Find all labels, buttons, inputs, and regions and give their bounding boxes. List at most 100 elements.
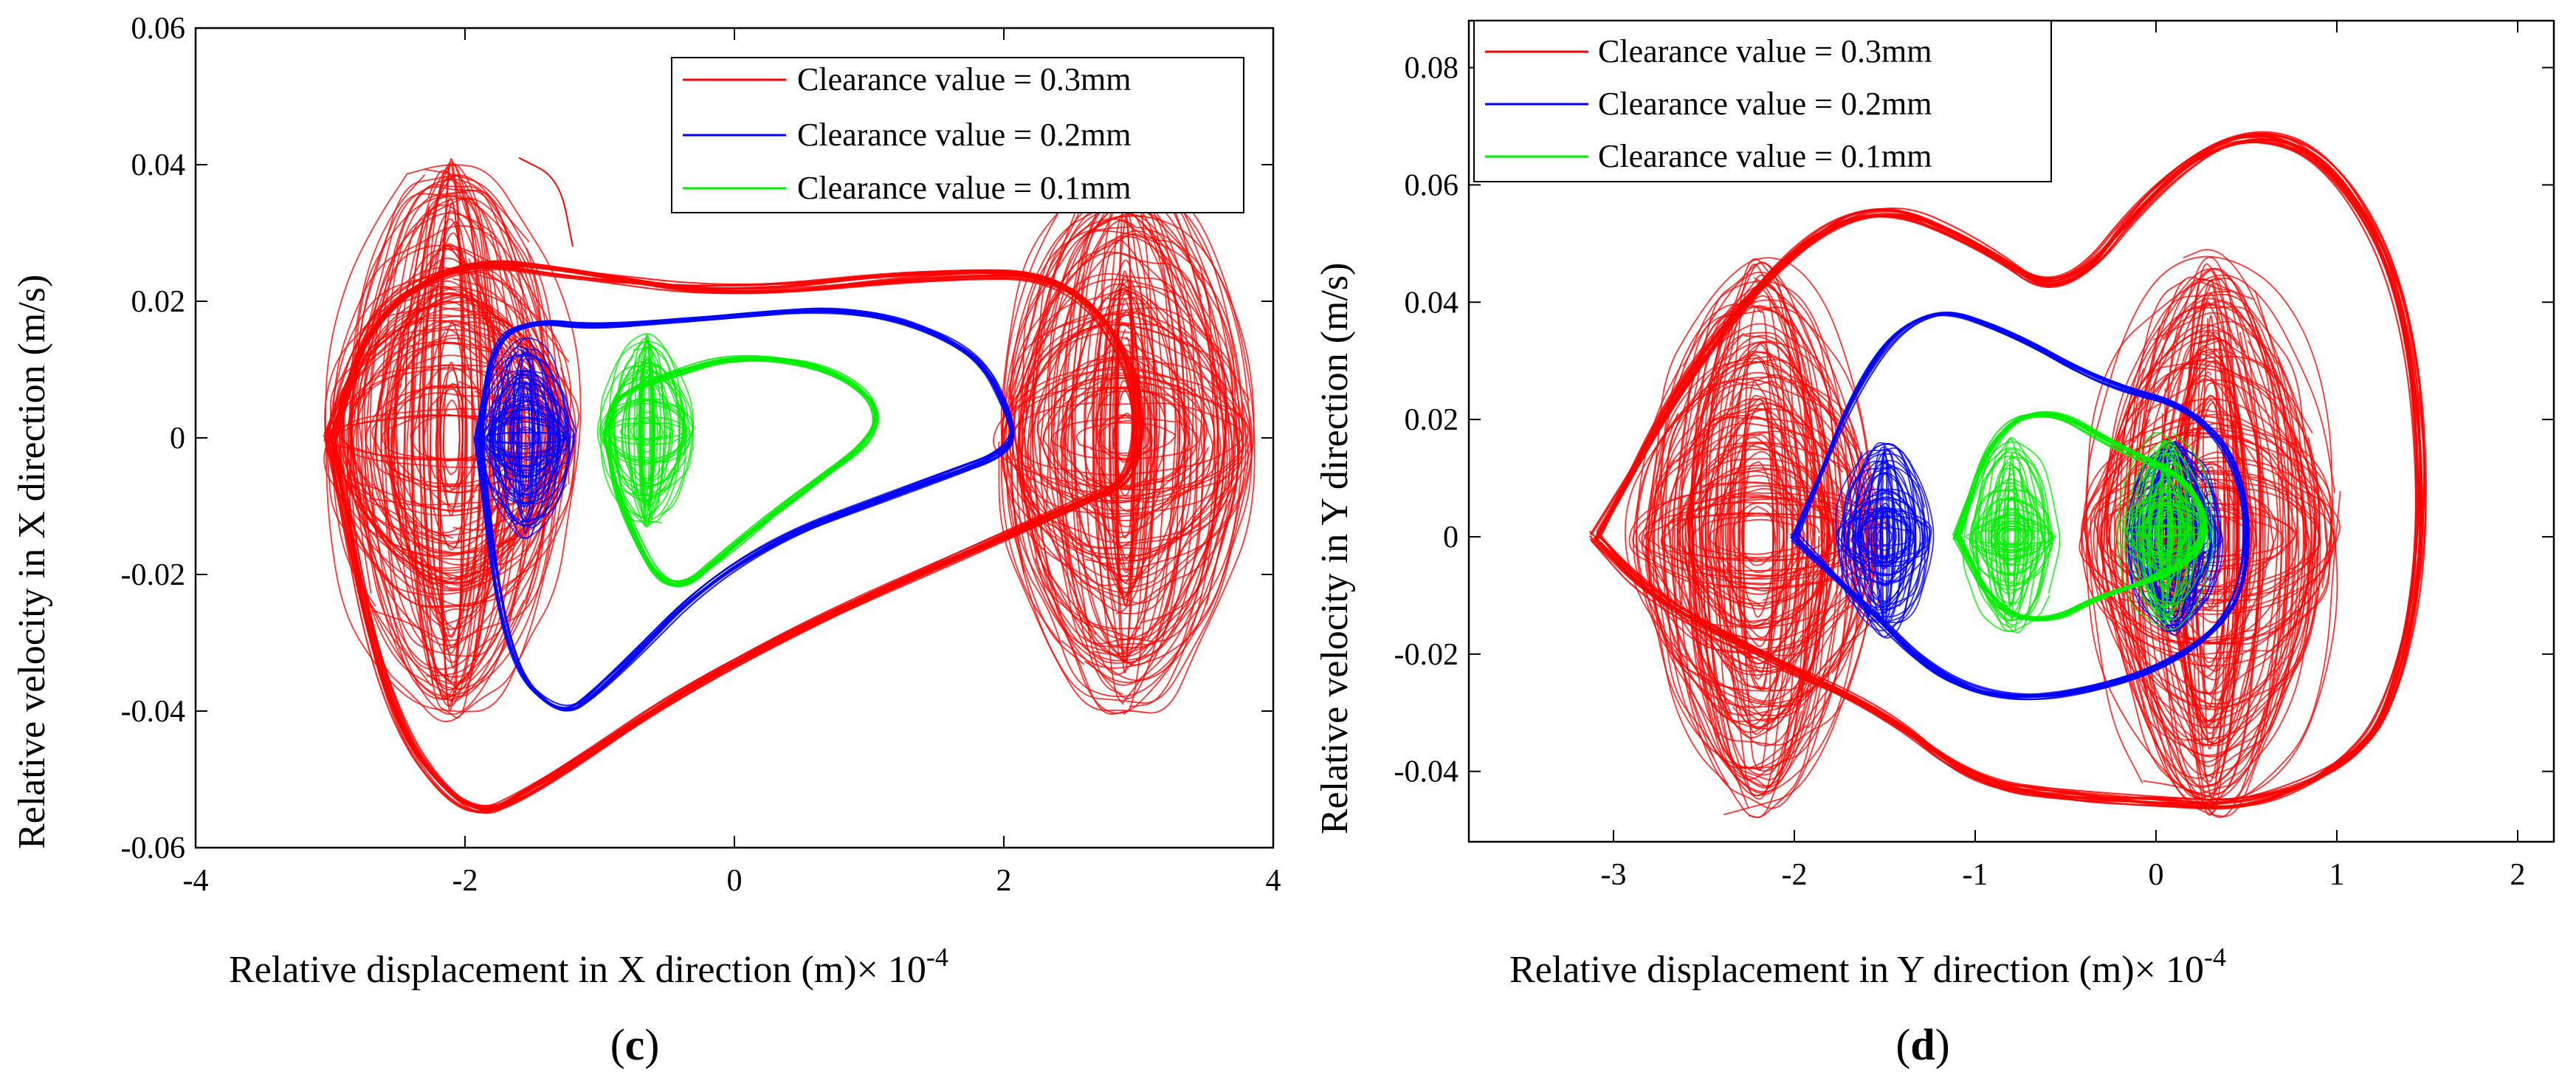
trajectory-loop (1876, 527, 1893, 546)
trajectory-loop (1881, 510, 1888, 563)
trajectory-loop (421, 161, 482, 699)
caption-d: (d) (1895, 1020, 1949, 1069)
trajectory-loop (1962, 441, 2061, 632)
trajectory-loop (2137, 349, 2279, 721)
trajectory-loop (2158, 512, 2172, 551)
trajectory-loop (608, 399, 685, 464)
trajectory-loop (1860, 517, 1911, 557)
trajectory-loop (440, 385, 464, 490)
trajectory-loop (1029, 213, 1219, 649)
trajectory-orbit (1794, 312, 2250, 699)
trajectory-loop (2105, 415, 2320, 659)
legend-label-0.1mm: Clearance value = 0.1mm (1598, 138, 1932, 174)
trajectory-loop (1707, 416, 1809, 665)
trajectory-loop (608, 333, 686, 525)
x-tick-label: -3 (1601, 858, 1627, 892)
trajectory-loop (1667, 408, 1848, 669)
trajectory-loop (605, 416, 691, 446)
trajectory-orbit (1595, 131, 2427, 809)
trajectory-loop (1039, 215, 1205, 646)
trajectory-loop (619, 422, 675, 440)
trajectory-loop (2003, 496, 2019, 575)
trajectory-loop (1708, 518, 1806, 555)
trajectory-loop (2133, 298, 2289, 763)
trajectory-loop (1037, 356, 1215, 521)
trajectory-loop (1852, 442, 1917, 639)
trajectory-loop (2138, 478, 2190, 580)
trajectory-loop (442, 399, 461, 476)
trajectory-loop (1000, 177, 1255, 704)
y-axis-label-c: Relative velocity in X direction (m/s) (11, 275, 53, 849)
trajectory-loop (1661, 374, 1856, 702)
trajectory-loop (1673, 299, 1847, 780)
x-tick-label: 1 (2329, 858, 2345, 892)
trajectory-loop (2113, 324, 2310, 741)
trajectory-loop (1692, 467, 1823, 607)
trajectory-loop (1098, 259, 1151, 615)
trajectory-loop (333, 286, 570, 591)
trajectory-loop (1998, 438, 2025, 633)
trajectory-loop (1663, 306, 1855, 769)
trajectory-loop (1114, 389, 1136, 486)
trajectory-loop (520, 380, 531, 493)
trajectory-loop (1646, 422, 1867, 652)
trajectory-loop (1042, 386, 1204, 489)
trajectory-loop (1976, 448, 2046, 622)
trajectory-loop (1858, 461, 1911, 611)
trajectory-loop (1661, 512, 1856, 562)
x-axis-title: Relative displacement in X direction (m) (229, 949, 857, 991)
trajectory-loop (1690, 515, 1826, 559)
trajectory-loop (503, 337, 549, 540)
y-tick-label: 0 (1443, 521, 1459, 555)
trajectory-loop (1980, 481, 2045, 591)
chart-panel-d: -3 -2 -1 0 1 2 -0.04 -0.02 0 0.02 0.04 0.06 0.08 Cle… (1314, 19, 2555, 1069)
trajectory-loop (427, 327, 477, 551)
trajectory-loop (1698, 295, 1816, 772)
trajectory-loop (499, 382, 554, 495)
trajectory-loop (2149, 440, 2182, 621)
x-tick-label: 2 (2510, 858, 2526, 892)
svg-text:Relative displacement in Y dir: Relative displacement in Y direction (m)… (1509, 942, 2226, 991)
y-tick-label: -0.06 (121, 831, 186, 865)
trajectory-loop (2131, 490, 2200, 572)
series-clearance-value-0.1mm (1952, 411, 2214, 634)
trajectory-loop (1063, 355, 1188, 518)
trajectory-loop (331, 224, 569, 642)
trajectory-loop (1692, 402, 1823, 673)
trajectory-loop (346, 168, 561, 722)
y-tick-label: -0.04 (121, 695, 186, 729)
x-axis-exponent-power: -4 (2204, 942, 2226, 972)
x-tick-label: -2 (452, 864, 478, 898)
trajectory-loop (2126, 276, 2293, 806)
trajectory-loop (1726, 357, 1788, 708)
trajectory-loop (351, 189, 554, 690)
series-clearance-value-0.1mm (596, 333, 879, 588)
trajectory-loop (380, 342, 522, 534)
trajectory-loop (1681, 332, 1837, 747)
legend-label-0.3mm: Clearance value = 0.3mm (797, 61, 1131, 97)
y-tick-label: 0.06 (1405, 168, 1459, 202)
trajectory-loop (423, 221, 481, 651)
trajectory-spike (518, 157, 574, 247)
trajectory-loop (2085, 274, 2341, 803)
x-axis-label-c: Relative displacement in X direction (m)… (229, 942, 948, 991)
trajectory-loop (2125, 300, 2298, 776)
y-tick-label: 0.02 (131, 285, 186, 319)
trajectory-loop (1994, 464, 2029, 607)
trajectory-loop (2135, 439, 2195, 621)
trajectory-orbit (1589, 141, 2418, 800)
trajectory-loop (507, 383, 543, 490)
trajectory-loop (333, 413, 567, 461)
trajectory-loop (1858, 511, 1912, 563)
trajectory-loop (1876, 461, 1894, 615)
trajectory-loop (493, 417, 557, 459)
trajectory-loop (633, 411, 661, 453)
legend-label-0.3mm: Clearance value = 0.3mm (1598, 33, 1932, 69)
svg-text:Relative displacement in X dir: Relative displacement in X direction (m)… (229, 942, 948, 991)
x-tick-label: -1 (1963, 858, 1988, 892)
trajectory-loop (2117, 431, 2214, 631)
trajectory-loop (361, 212, 545, 670)
trajectory-loop (1969, 517, 2054, 557)
series-clearance-value-0.2mm (473, 307, 1015, 712)
